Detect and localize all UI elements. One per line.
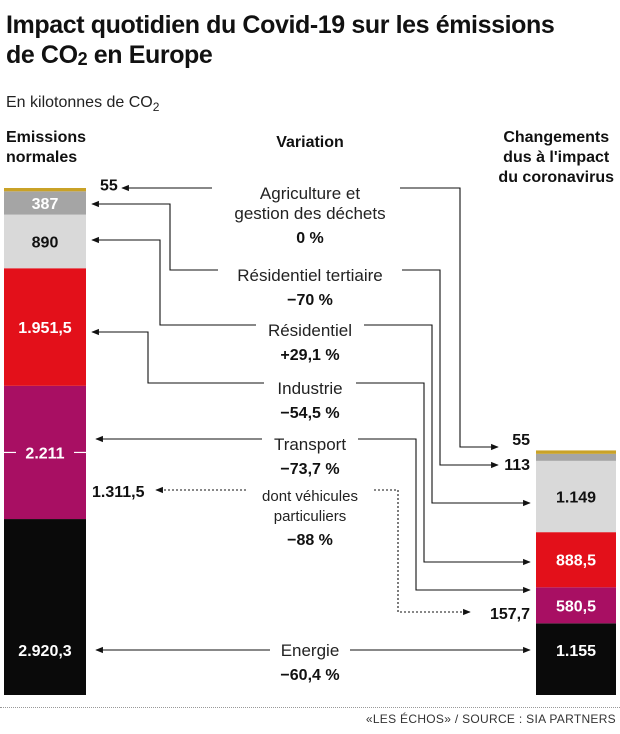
bar-normal-industrie xyxy=(4,268,86,386)
arrow-right-transport xyxy=(358,438,531,594)
arrow-right-residentiel-tertiaire xyxy=(402,269,499,469)
bar-normal-transport xyxy=(4,385,86,520)
label-variation-industrie: −54,5 % xyxy=(280,405,339,422)
label-covid-industrie: 888,5 xyxy=(556,553,596,570)
label-variation-transport: −73,7 % xyxy=(280,461,339,478)
arrow-right-vehicules xyxy=(374,489,471,616)
label-variation-residentiel: +29,1 % xyxy=(280,347,339,364)
label-normal-vehicules: 1.311,5 xyxy=(92,484,145,501)
arrow-right-agriculture xyxy=(400,187,499,451)
label-name-residentiel-tertiaire: Résidentiel tertiaire xyxy=(237,266,383,285)
bar-covid-agriculture-et-gestion-des-dechets xyxy=(536,450,616,454)
label-normal-agriculture: 55 xyxy=(100,177,118,194)
arrow-left-industrie xyxy=(91,328,264,384)
bar-normal-energie xyxy=(4,519,86,695)
label-covid-transport: 580,5 xyxy=(556,598,596,615)
label-normal-residentiel-tertiaire: 387 xyxy=(32,196,59,213)
label-normal-energie: 2.920,3 xyxy=(18,643,71,660)
label-variation-vehicules: −88 % xyxy=(287,532,333,549)
label-variation-agriculture: 0 % xyxy=(296,230,324,247)
column-header-right: Changements dus à l'impact du coronavirus xyxy=(498,129,614,186)
arrow-left-residentiel-tertiaire xyxy=(91,200,218,271)
label-normal-residentiel: 890 xyxy=(32,234,59,251)
bar-normal-agriculture-et-gestion-des-dechets xyxy=(4,188,86,192)
label-name-vehicules: particuliers xyxy=(274,508,347,525)
arrow-right-industrie xyxy=(356,382,531,566)
arrow-left-residentiel xyxy=(91,236,256,326)
bar-covid-industrie xyxy=(536,532,616,588)
label-covid-energie: 1.155 xyxy=(556,643,596,660)
label-variation-energie: −60,4 % xyxy=(280,667,339,684)
label-variation-residentiel-tertiaire: −70 % xyxy=(287,292,333,309)
label-name-agriculture: Agriculture et xyxy=(260,184,360,203)
title-line-2: de CO2 en Europe xyxy=(6,41,213,69)
label-covid-agriculture: 55 xyxy=(512,432,530,449)
chart-subtitle: En kilotonnes de CO2 xyxy=(6,94,160,115)
label-name-transport: Transport xyxy=(274,435,346,454)
bar-covid-residentiel xyxy=(536,460,616,533)
label-covid-residentiel-tertiaire: 113 xyxy=(504,457,530,474)
source-credit: «LES ÉCHOS» / SOURCE : SIA PARTNERS xyxy=(365,712,616,726)
column-header-left: Emissions normales xyxy=(6,129,87,166)
label-normal-transport: 2.211 xyxy=(25,445,64,462)
bar-covid-transport xyxy=(536,587,616,624)
label-covid-residentiel: 1.149 xyxy=(556,490,596,507)
label-name-vehicules: dont véhicules xyxy=(262,488,358,505)
label-name-agriculture: gestion des déchets xyxy=(234,204,385,223)
label-name-residentiel: Résidentiel xyxy=(268,321,352,340)
label-normal-industrie: 1.951,5 xyxy=(18,320,71,337)
title-line-1: Impact quotidien du Covid-19 sur les émi… xyxy=(6,11,555,39)
bar-covid-residentiel-tertiaire xyxy=(536,453,616,461)
bar-covid-energie xyxy=(536,623,616,695)
column-header-middle: Variation xyxy=(276,134,344,151)
label-covid-vehicules: 157,7 xyxy=(490,606,530,623)
footer-rule xyxy=(0,707,620,708)
label-name-industrie: Industrie xyxy=(277,379,342,398)
bar-normal-residentiel xyxy=(4,214,86,269)
chart-title: Impact quotidien du Covid-19 sur les émi… xyxy=(6,10,614,74)
bar-normal-residentiel-tertiaire xyxy=(4,191,86,215)
label-name-energie: Energie xyxy=(281,641,340,660)
arrow-right-residentiel xyxy=(364,324,531,507)
